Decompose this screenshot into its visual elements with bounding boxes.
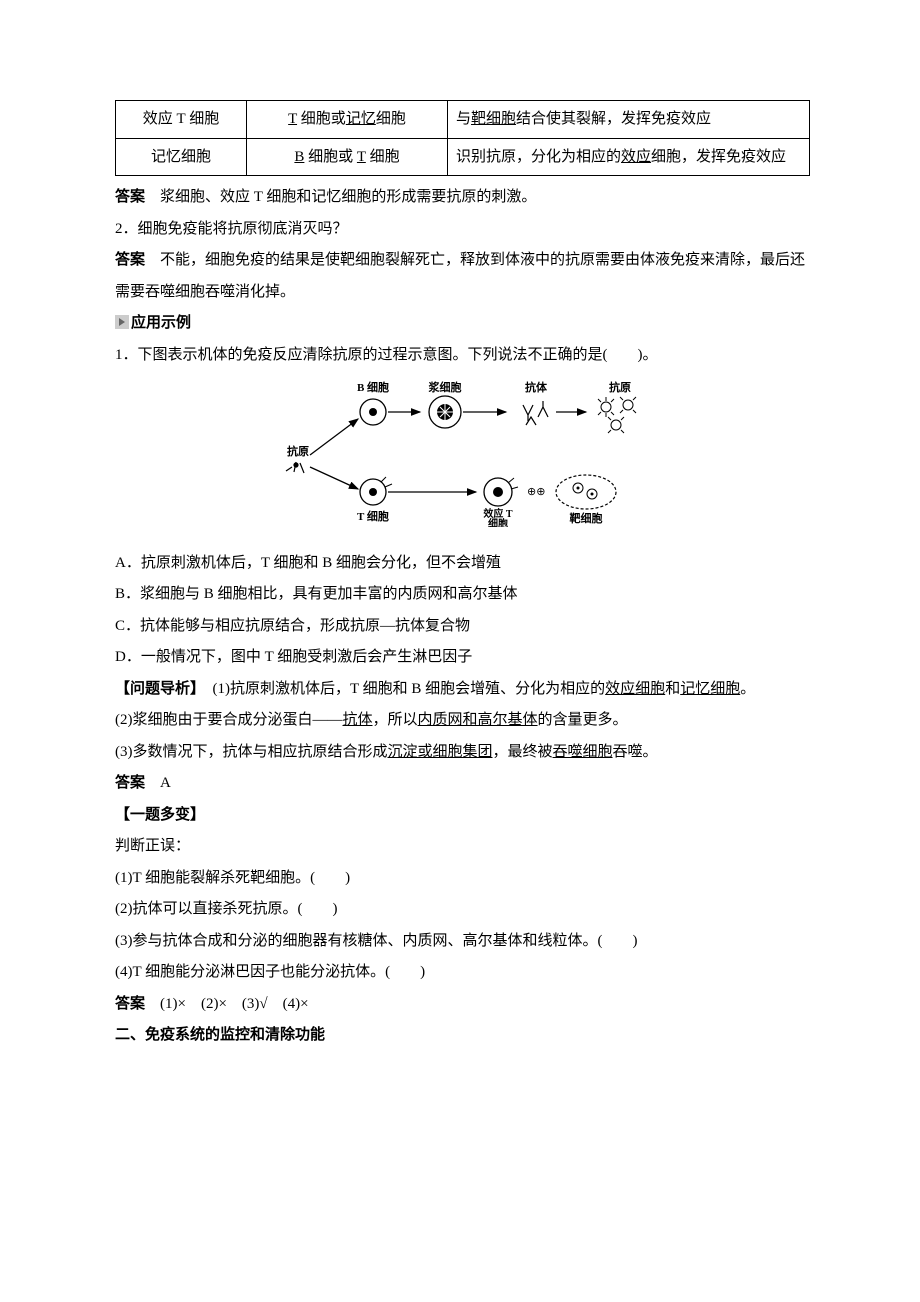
judge-2: (2)抗体可以直接杀死抗原。( ) <box>115 894 810 926</box>
label-antibody: 抗体 <box>525 380 548 394</box>
option-b: B．浆细胞与 B 细胞相比，具有更加丰富的内质网和高尔基体 <box>115 579 810 611</box>
cell: 识别抗原，分化为相应的效应细胞，发挥免疫效应 <box>448 138 810 176</box>
cell: T 细胞或记忆细胞 <box>247 101 448 139</box>
analysis-2: (2)浆细胞由于要合成分泌蛋白——抗体，所以内质网和高尔基体的含量更多。 <box>115 705 810 737</box>
option-a: A．抗原刺激机体后，T 细胞和 B 细胞会分化，但不会增殖 <box>115 548 810 580</box>
label-plasma: 浆细胞 <box>428 380 461 394</box>
section-example: 应用示例 <box>115 308 810 340</box>
answer-label: 答案 <box>115 252 145 268</box>
table-row: 效应 T 细胞 T 细胞或记忆细胞 与靶细胞结合使其裂解，发挥免疫效应 <box>116 101 810 139</box>
option-c: C．抗体能够与相应抗原结合，形成抗原—抗体复合物 <box>115 611 810 643</box>
judge-3: (3)参与抗体合成和分泌的细胞器有核糖体、内质网、高尔基体和线粒体。( ) <box>115 926 810 958</box>
answer-label: 答案 <box>115 996 145 1012</box>
answer-1: 答案 浆细胞、效应 T 细胞和记忆细胞的形成需要抗原的刺激。 <box>115 182 810 214</box>
cell: 记忆细胞 <box>116 138 247 176</box>
section-2-title: 二、免疫系统的监控和清除功能 <box>115 1020 810 1052</box>
label-t-cell: T 细胞 <box>357 509 389 523</box>
label-target: 靶细胞 <box>569 511 602 525</box>
analysis-3: (3)多数情况下，抗体与相应抗原结合形成沉淀或细胞集团，最终被吞噬细胞吞噬。 <box>115 737 810 769</box>
judge-4: (4)T 细胞能分泌淋巴因子也能分泌抗体。( ) <box>115 957 810 989</box>
question-2: 2．细胞免疫能将抗原彻底消灭吗？ <box>115 214 810 246</box>
judge-head: 判断正误： <box>115 831 810 863</box>
label-antigen-l: 抗原 <box>287 444 309 458</box>
cell: 效应 T 细胞 <box>116 101 247 139</box>
label-b-cell: B 细胞 <box>356 380 388 394</box>
label-eff-t2: 细胞 <box>488 517 508 527</box>
example-1-stem: 1．下图表示机体的免疫反应清除抗原的过程示意图。下列说法不正确的是( )。 <box>115 340 810 372</box>
judge-answer: 答案 (1)× (2)× (3)√ (4)× <box>115 989 810 1021</box>
cell: B 细胞或 T 细胞 <box>247 138 448 176</box>
variant-label: 【一题多变】 <box>115 800 810 832</box>
option-d: D．一般情况下，图中 T 细胞受刺激后会产生淋巴因子 <box>115 642 810 674</box>
immune-diagram: B 细胞 浆细胞 抗体 抗原 抗原 T <box>115 377 810 540</box>
play-icon <box>115 315 129 329</box>
analysis: 【问题导析】 (1)抗原刺激机体后，T 细胞和 B 细胞会增殖、分化为相应的效应… <box>115 674 810 706</box>
table-row: 记忆细胞 B 细胞或 T 细胞 识别抗原，分化为相应的效应细胞，发挥免疫效应 <box>116 138 810 176</box>
cell: 与靶细胞结合使其裂解，发挥免疫效应 <box>448 101 810 139</box>
answer-2: 答案 不能，细胞免疫的结果是使靶细胞裂解死亡，释放到体液中的抗原需要由体液免疫来… <box>115 245 810 308</box>
judge-1: (1)T 细胞能裂解杀死靶细胞。( ) <box>115 863 810 895</box>
answer-label: 答案 <box>115 189 145 205</box>
svg-text:⊕⊕: ⊕⊕ <box>527 486 545 498</box>
answer-label: 答案 <box>115 775 145 791</box>
immune-cells-table: 效应 T 细胞 T 细胞或记忆细胞 与靶细胞结合使其裂解，发挥免疫效应 记忆细胞… <box>115 100 810 176</box>
diagram-svg: B 细胞 浆细胞 抗体 抗原 抗原 T <box>268 377 658 527</box>
answer-ex1: 答案 A <box>115 768 810 800</box>
analysis-label: 【问题导析】 <box>115 681 198 697</box>
label-antigen-r: 抗原 <box>609 380 631 394</box>
